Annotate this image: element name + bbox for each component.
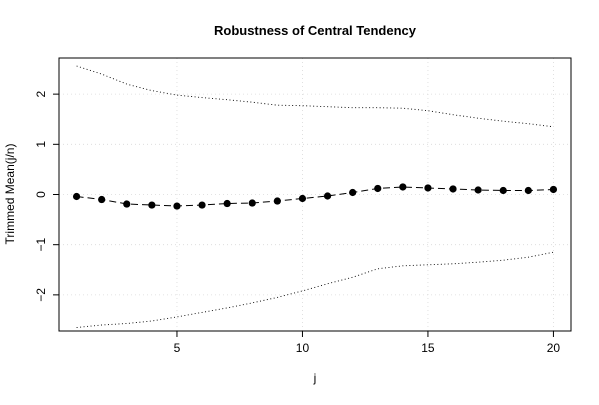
y-tick-label: 2: [34, 90, 48, 97]
mean-point: [273, 197, 281, 205]
y-tick-label: −1: [34, 238, 48, 252]
mean-point: [399, 183, 407, 191]
x-tick-label: 10: [296, 341, 310, 355]
y-tick-label: 0: [34, 191, 48, 198]
mean-point: [98, 195, 106, 204]
chart-title: Robustness of Central Tendency: [214, 23, 417, 38]
mean-point: [72, 192, 81, 201]
mean-point: [223, 199, 231, 208]
series-layer: [72, 65, 558, 328]
mean-point: [449, 185, 457, 193]
x-tick-label: 20: [547, 341, 561, 355]
x-axis-label: j: [313, 371, 317, 385]
mean-point: [474, 186, 482, 194]
mean-point: [524, 186, 532, 195]
axes-layer: 5 10 15 20 −2 −1 0 1 2: [34, 90, 560, 355]
mean-point: [123, 200, 131, 208]
x-tick-label: 15: [421, 341, 435, 355]
mean-point: [298, 194, 307, 203]
mean-point: [374, 184, 382, 193]
upper-bound-line: [76, 65, 554, 128]
mean-point: [248, 199, 256, 207]
mean-point: [148, 201, 156, 209]
x-tick-label: 5: [174, 341, 181, 355]
mean-point: [424, 184, 432, 192]
plot-frame: [58, 57, 572, 332]
y-tick-label: −2: [34, 288, 48, 302]
mean-point: [173, 202, 181, 210]
mean-point: [198, 201, 206, 209]
y-axis-label: Trimmed Mean(j/n): [3, 144, 17, 245]
mean-line: [76, 186, 554, 207]
mean-point: [349, 188, 357, 197]
lower-bound-line: [76, 251, 554, 328]
mean-point: [323, 192, 332, 200]
y-tick-label: 1: [34, 141, 48, 148]
mean-point: [499, 186, 507, 195]
grid-layer: [59, 58, 571, 331]
mean-point: [549, 185, 558, 194]
